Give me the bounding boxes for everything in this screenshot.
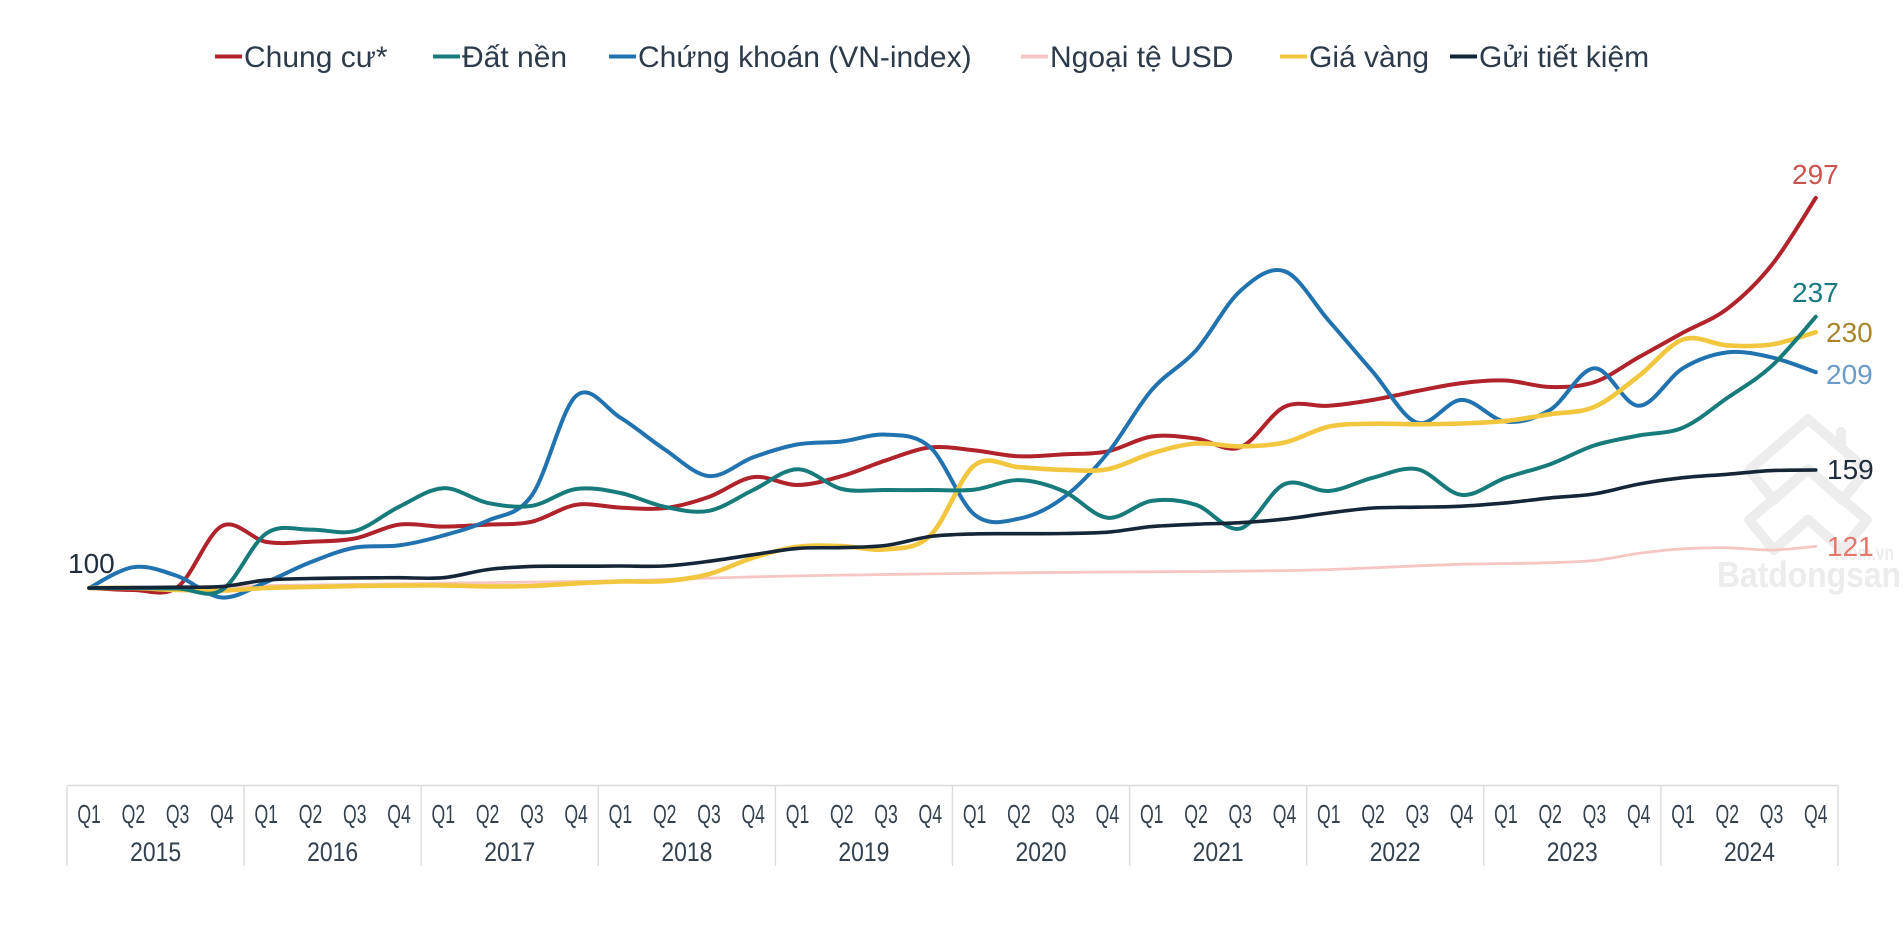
svg-text:.com.vn: .com.vn [1835,542,1894,565]
svg-text:Q2: Q2 [476,799,500,829]
svg-text:2015: 2015 [130,837,181,867]
svg-text:Q3: Q3 [1228,799,1252,829]
svg-text:Q3: Q3 [1760,799,1784,829]
svg-text:2023: 2023 [1547,837,1598,867]
svg-text:2020: 2020 [1016,837,1067,867]
svg-text:Q3: Q3 [697,799,721,829]
svg-text:121: 121 [1827,531,1874,562]
svg-text:Q1: Q1 [77,799,101,829]
svg-text:Q4: Q4 [1450,799,1474,829]
svg-text:Q2: Q2 [122,799,146,829]
svg-text:Q3: Q3 [1583,799,1607,829]
svg-text:Q3: Q3 [1406,799,1430,829]
svg-text:Q3: Q3 [1051,799,1075,829]
svg-text:2017: 2017 [484,837,535,867]
svg-text:Q4: Q4 [919,799,943,829]
svg-text:2022: 2022 [1370,837,1421,867]
svg-text:Gửi tiết kiệm: Gửi tiết kiệm [1479,41,1649,74]
svg-text:Q4: Q4 [210,799,234,829]
svg-text:Q4: Q4 [564,799,588,829]
svg-text:Q1: Q1 [1671,799,1695,829]
svg-text:Q2: Q2 [1361,799,1385,829]
svg-text:Q1: Q1 [1494,799,1518,829]
svg-text:Q1: Q1 [432,799,456,829]
svg-text:Q3: Q3 [166,799,190,829]
svg-text:Q1: Q1 [963,799,987,829]
svg-text:Q4: Q4 [1096,799,1120,829]
svg-text:Q2: Q2 [1538,799,1562,829]
svg-text:Chứng khoán (VN-index): Chứng khoán (VN-index) [638,41,972,74]
svg-text:Q3: Q3 [520,799,544,829]
svg-text:2019: 2019 [838,837,889,867]
svg-text:Q4: Q4 [741,799,765,829]
svg-text:Ngoại tệ USD: Ngoại tệ USD [1050,41,1233,74]
svg-text:2018: 2018 [661,837,712,867]
svg-text:Q3: Q3 [874,799,898,829]
svg-text:Batdongsan: Batdongsan [1717,554,1901,595]
svg-text:Q4: Q4 [1804,799,1828,829]
svg-text:159: 159 [1827,454,1874,485]
svg-text:Q2: Q2 [1007,799,1031,829]
svg-text:297: 297 [1792,159,1839,190]
svg-text:2016: 2016 [307,837,358,867]
svg-text:Q1: Q1 [1140,799,1164,829]
svg-text:Đất nền: Đất nền [462,41,567,74]
svg-text:Q2: Q2 [1716,799,1740,829]
svg-text:Chung cư*: Chung cư* [244,41,388,74]
svg-text:Q2: Q2 [830,799,854,829]
svg-text:2021: 2021 [1193,837,1244,867]
svg-text:Q3: Q3 [343,799,367,829]
svg-text:209: 209 [1826,359,1873,390]
svg-text:Q1: Q1 [1317,799,1341,829]
svg-text:Giá vàng: Giá vàng [1309,41,1429,74]
svg-text:100: 100 [68,548,115,579]
svg-text:Q2: Q2 [299,799,323,829]
svg-text:Q1: Q1 [254,799,278,829]
svg-text:2024: 2024 [1724,837,1775,867]
svg-text:237: 237 [1792,277,1839,308]
svg-text:Q4: Q4 [387,799,411,829]
svg-text:Q1: Q1 [609,799,633,829]
svg-text:Q2: Q2 [653,799,677,829]
svg-text:Q1: Q1 [786,799,810,829]
svg-text:Q4: Q4 [1273,799,1297,829]
svg-text:Q2: Q2 [1184,799,1208,829]
svg-text:230: 230 [1826,317,1873,348]
svg-text:Q4: Q4 [1627,799,1651,829]
